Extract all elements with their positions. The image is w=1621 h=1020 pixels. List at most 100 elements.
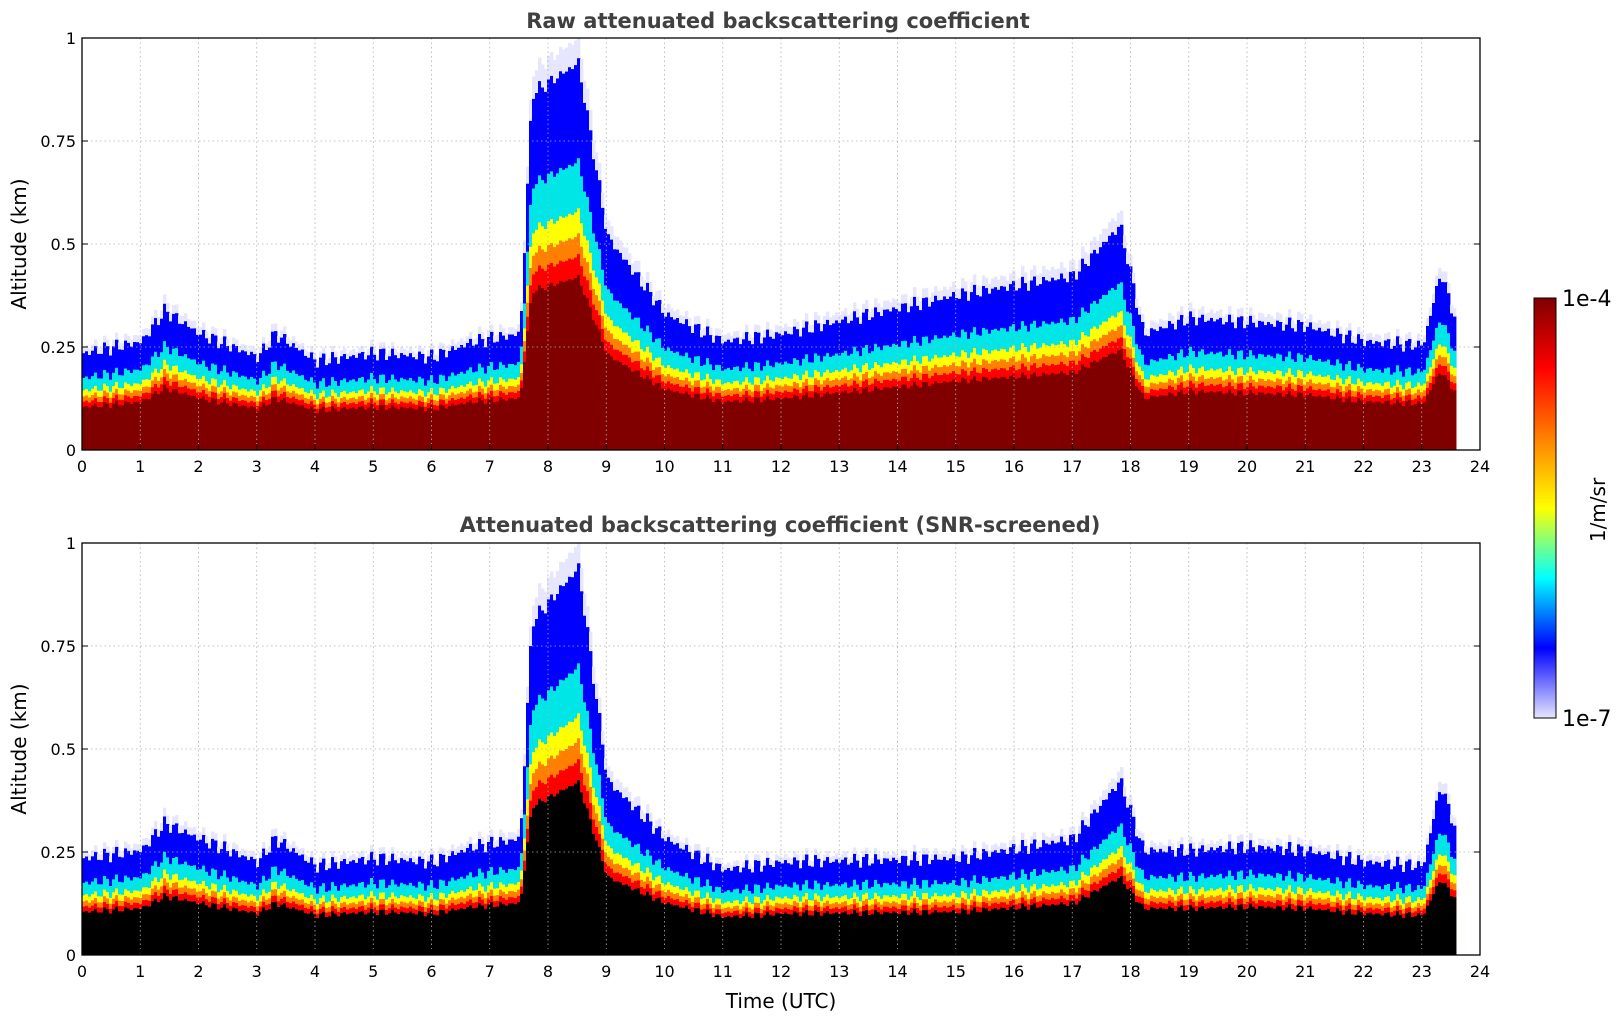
raw-heatmap-column	[1174, 396, 1178, 450]
raw-heatmap-column	[457, 404, 461, 450]
raw-heatmap-column	[520, 387, 524, 450]
snr-heatmap-column	[142, 906, 146, 955]
raw-heatmap-column	[769, 399, 773, 450]
snr-heatmap-column	[196, 903, 200, 955]
raw-heatmap-column	[145, 398, 149, 450]
raw-heatmap-column	[88, 407, 92, 450]
raw-heatmap-column	[943, 381, 947, 450]
raw-heatmap-column	[538, 285, 542, 450]
raw-heatmap-column	[685, 391, 689, 450]
snr-heatmap-column	[781, 914, 785, 955]
snr-heatmap-column	[214, 903, 218, 955]
raw-heatmap-column	[1366, 401, 1370, 450]
raw-heatmap-column	[334, 408, 338, 450]
snr-heatmap-column	[232, 907, 236, 955]
snr-heatmap-column	[340, 913, 344, 955]
raw-y-ticks: 00.250.50.751	[40, 29, 1480, 460]
raw-heatmap-column	[703, 398, 707, 450]
raw-heatmap-column	[631, 371, 635, 450]
raw-heatmap-column	[706, 394, 710, 450]
raw-heatmap-column	[151, 393, 155, 450]
raw-heatmap-column	[838, 393, 842, 450]
raw-heatmap-column	[1396, 399, 1400, 450]
raw-heatmap-column	[1030, 374, 1034, 450]
raw-heatmap-column	[463, 404, 467, 450]
snr-heatmap-column	[106, 909, 110, 955]
snr-heatmap-column	[343, 912, 347, 955]
snr-heatmap-column	[442, 910, 446, 955]
snr-heatmap-column	[613, 881, 617, 955]
snr-heatmap-column	[583, 803, 587, 955]
raw-heatmap-column	[133, 401, 137, 450]
raw-y-axis-label: Altitude (km)	[7, 178, 31, 309]
raw-heatmap-column	[598, 329, 602, 450]
raw-y-tick-label: 0.25	[40, 338, 76, 357]
raw-heatmap-column	[1105, 357, 1109, 450]
raw-heatmap-column	[607, 353, 611, 450]
raw-heatmap-column	[1129, 368, 1133, 450]
snr-heatmap-column	[118, 911, 122, 955]
raw-heatmap-column	[1144, 398, 1148, 450]
raw-heatmap-column	[472, 403, 476, 450]
raw-heatmap-column	[1336, 395, 1340, 450]
raw-heatmap-column	[1201, 389, 1205, 450]
raw-heatmap-column	[1342, 402, 1346, 450]
raw-heatmap-column	[808, 397, 812, 450]
raw-heatmap-column	[1285, 394, 1289, 450]
raw-heatmap-column	[1207, 392, 1211, 450]
raw-x-tick-label: 9	[601, 457, 611, 476]
raw-heatmap-column	[1081, 364, 1085, 450]
raw-heatmap-column	[1291, 395, 1295, 450]
raw-heatmap-column	[757, 397, 761, 450]
snr-heatmap-column	[520, 893, 524, 955]
raw-x-tick-label: 13	[829, 457, 849, 476]
raw-heatmap-column	[238, 406, 242, 450]
snr-heatmap-column	[352, 912, 356, 955]
raw-heatmap-column	[568, 279, 572, 450]
raw-heatmap-column	[877, 388, 881, 450]
snr-heatmap-column	[493, 907, 497, 955]
snr-heatmap-column	[418, 911, 422, 955]
snr-heatmap-column	[634, 888, 638, 955]
raw-heatmap-column	[1102, 357, 1106, 450]
snr-heatmap-column	[154, 898, 158, 955]
raw-heatmap-column	[364, 409, 368, 450]
snr-heatmap-column	[550, 793, 554, 955]
snr-heatmap-column	[478, 903, 482, 955]
raw-heatmap-column	[727, 400, 731, 450]
raw-heatmap-column	[1432, 384, 1436, 450]
raw-x-tick-label: 23	[1412, 457, 1432, 476]
snr-heatmap-column	[505, 905, 509, 955]
snr-heatmap-column	[268, 909, 272, 955]
raw-heatmap-column	[100, 407, 104, 450]
raw-heatmap-column	[985, 377, 989, 450]
snr-heatmap-column	[763, 915, 767, 955]
raw-heatmap-column	[499, 397, 503, 450]
raw-heatmap-column	[874, 386, 878, 450]
raw-heatmap-column	[1156, 396, 1160, 450]
raw-heatmap-column	[202, 396, 206, 450]
snr-heatmap-column	[235, 908, 239, 955]
raw-heatmap-column	[1255, 395, 1259, 450]
raw-heatmap-column	[286, 402, 290, 450]
snr-heatmap-column	[496, 906, 500, 955]
raw-heatmap-column	[772, 400, 776, 450]
raw-heatmap-column	[670, 390, 674, 450]
snr-heatmap-column	[490, 902, 494, 955]
raw-heatmap-column	[1324, 396, 1328, 450]
snr-heatmap-column	[397, 914, 401, 955]
snr-heatmap-column	[382, 909, 386, 955]
snr-heatmap-column	[385, 914, 389, 955]
snr-heatmap-column	[220, 907, 224, 955]
raw-heatmap-column	[1132, 375, 1136, 450]
raw-heatmap-column	[199, 398, 203, 450]
raw-x-tick-label: 1	[135, 457, 145, 476]
snr-heatmap-column	[772, 915, 776, 955]
raw-heatmap-column	[892, 386, 896, 450]
snr-heatmap-column	[304, 912, 308, 955]
raw-heatmap-column	[724, 401, 728, 450]
snr-heatmap-column	[790, 914, 794, 955]
raw-heatmap-column	[829, 394, 833, 450]
raw-heatmap-column	[1399, 402, 1403, 450]
raw-heatmap-column	[436, 410, 440, 450]
